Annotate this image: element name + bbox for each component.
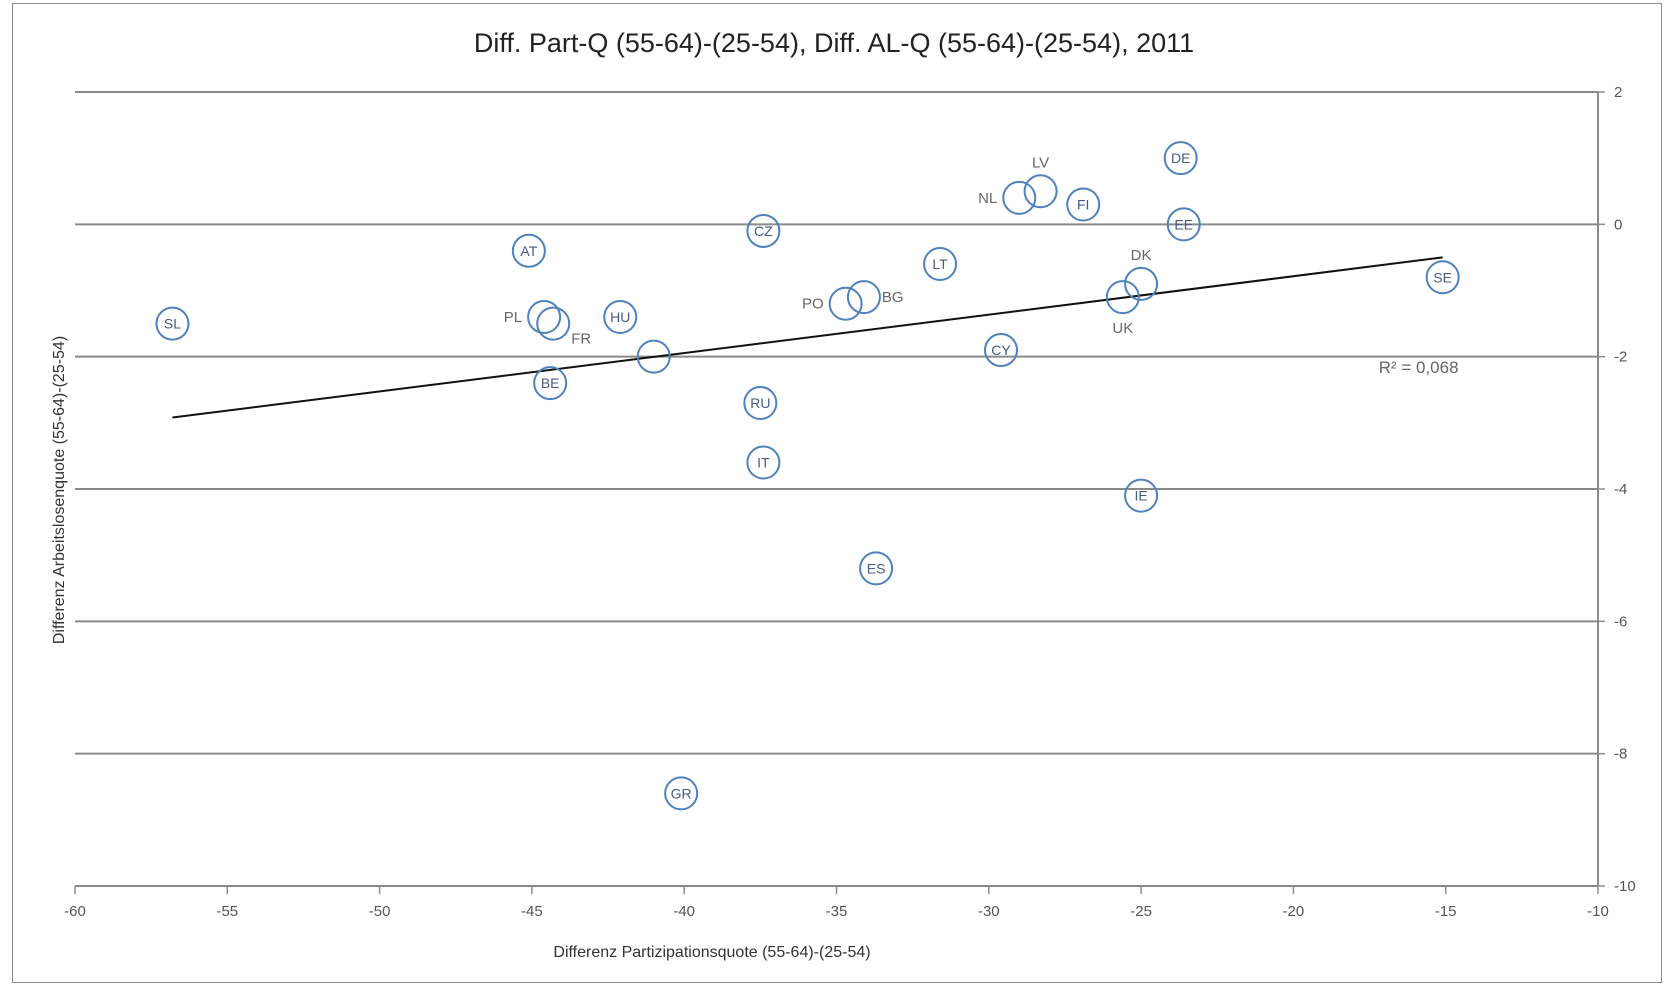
data-point-marker xyxy=(155,306,190,341)
data-point-marker xyxy=(1124,478,1159,513)
data-point-label: SE xyxy=(1433,269,1452,285)
data-point-marker xyxy=(923,247,958,282)
data-point-marker xyxy=(1425,260,1460,295)
trendline xyxy=(172,256,1443,419)
data-point-label: AT xyxy=(520,243,537,259)
data-point-label: SL xyxy=(164,316,181,332)
data-point-label: RU xyxy=(750,395,770,411)
data-point-label: BE xyxy=(541,375,560,391)
x-tick-label: -35 xyxy=(826,903,848,920)
data-point-label: IT xyxy=(757,455,770,471)
x-axis-title: Differenz Partizipationsquote (55-64)-(2… xyxy=(553,944,871,961)
x-tick-label: -45 xyxy=(521,903,543,920)
y-tick-label: 2 xyxy=(1614,84,1622,101)
data-point-marker xyxy=(636,339,671,374)
data-point-label: UK xyxy=(1112,320,1133,337)
data-point-label: CY xyxy=(991,342,1011,358)
data-point-marker xyxy=(1166,207,1201,242)
data-point-marker xyxy=(511,233,546,268)
data-point-marker xyxy=(743,385,778,420)
data-point-marker xyxy=(1105,280,1140,315)
y-tick-label: 0 xyxy=(1614,216,1622,233)
data-point-marker xyxy=(536,306,571,341)
data-point-marker xyxy=(527,299,562,334)
y-axis-title: Differenz Arbeitslosenquote (55-64)-(25-… xyxy=(51,335,68,645)
data-point-marker xyxy=(1002,180,1037,215)
y-tick-label: -10 xyxy=(1614,878,1636,895)
x-tick-label: -10 xyxy=(1587,903,1609,920)
x-tick-label: -40 xyxy=(673,903,695,920)
chart-frame xyxy=(12,3,1662,983)
data-point-marker xyxy=(828,286,863,321)
data-point-marker xyxy=(664,776,699,811)
data-point-marker xyxy=(846,280,881,315)
x-tick-label: -30 xyxy=(978,903,1000,920)
data-point-marker xyxy=(1023,174,1058,209)
data-point-marker xyxy=(1066,187,1101,222)
r-squared-label: R² = 0,068 xyxy=(1379,358,1459,377)
data-point-label: NL xyxy=(978,190,997,207)
x-tick-label: -60 xyxy=(64,903,86,920)
data-point-label: PL xyxy=(504,309,522,326)
x-tick-label: -50 xyxy=(369,903,391,920)
data-point-marker xyxy=(859,551,894,586)
data-point-label: HU xyxy=(610,309,630,325)
chart-title: Diff. Part-Q (55-64)-(25-54), Diff. AL-Q… xyxy=(473,28,1195,58)
x-tick-label: -15 xyxy=(1435,903,1457,920)
data-point-marker xyxy=(533,366,568,401)
y-tick-label: -2 xyxy=(1614,349,1627,366)
data-point-label: CZ xyxy=(754,223,773,239)
x-tick-label: -20 xyxy=(1283,903,1305,920)
data-point-marker xyxy=(1163,141,1198,176)
data-point-label: ES xyxy=(867,560,886,576)
data-point-label: FR xyxy=(571,331,591,348)
data-point-label: DE xyxy=(1171,150,1190,166)
data-point-label: PO xyxy=(802,296,824,313)
x-tick-label: -25 xyxy=(1130,903,1152,920)
data-point-label: BG xyxy=(882,289,904,306)
x-tick-label: -55 xyxy=(216,903,238,920)
data-point-marker xyxy=(746,445,781,480)
data-point-label: LV xyxy=(1032,154,1049,171)
y-tick-label: -6 xyxy=(1614,613,1627,630)
data-point-label: EE xyxy=(1174,216,1193,232)
data-point-label: GR xyxy=(671,785,692,801)
data-point-label: DK xyxy=(1131,247,1152,264)
data-point-label: IE xyxy=(1134,488,1147,504)
data-point-label: FI xyxy=(1077,196,1089,212)
data-point-marker xyxy=(983,333,1018,368)
y-tick-label: -4 xyxy=(1614,481,1627,498)
data-point-marker xyxy=(603,299,638,334)
data-point-marker xyxy=(746,213,781,248)
data-point-marker xyxy=(1124,266,1159,301)
y-tick-label: -8 xyxy=(1614,746,1627,763)
data-point-label: LT xyxy=(932,256,948,272)
